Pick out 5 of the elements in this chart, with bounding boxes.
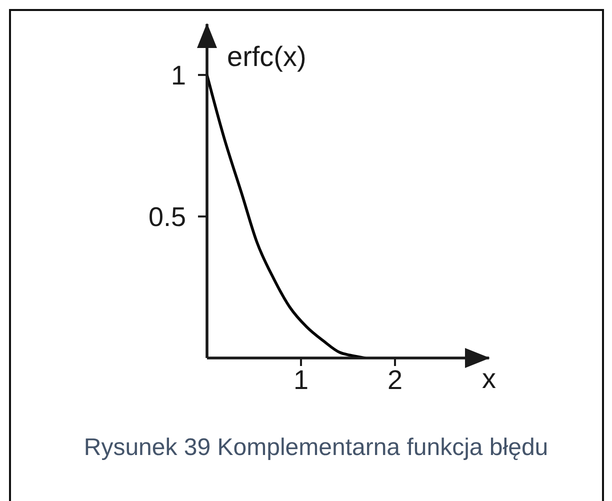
x-axis-title: x [482,362,496,394]
text: Rysunek 39 Komplementarna funkcja błędu [84,434,548,461]
y-tick-label: 0.5 [148,202,186,232]
y-axis-title: erfc(x) [227,41,306,72]
x-tick-label: 2 [387,365,403,396]
